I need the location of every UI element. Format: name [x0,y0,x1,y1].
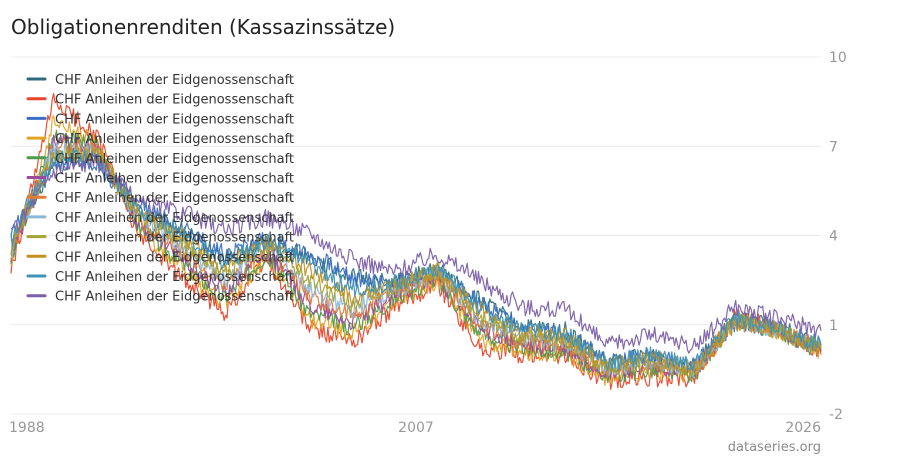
legend-label: CHF Anleihen der Eidgenossenschaft [55,73,294,88]
y-tick-label: -2 [829,407,843,423]
legend-label: CHF Anleihen der Eidgenossenschaft [55,112,294,127]
legend-label: CHF Anleihen der Eidgenossenschaft [55,132,294,147]
legend-label: CHF Anleihen der Eidgenossenschaft [55,270,294,285]
legend-label: CHF Anleihen der Eidgenossenschaft [55,172,294,187]
legend-label: CHF Anleihen der Eidgenossenschaft [55,231,294,246]
legend-label: CHF Anleihen der Eidgenossenschaft [55,152,294,167]
legend-label: CHF Anleihen der Eidgenossenschaft [55,93,294,108]
legend-label: CHF Anleihen der Eidgenossenschaft [55,290,294,305]
legend-label: CHF Anleihen der Eidgenossenschaft [55,191,294,206]
y-tick-label: 7 [829,139,838,155]
y-tick-label: 10 [829,50,847,66]
y-tick-label: 4 [829,229,838,245]
x-tick-label: 1988 [9,420,45,436]
legend-label: CHF Anleihen der Eidgenossenschaft [55,211,294,226]
legend-label: CHF Anleihen der Eidgenossenschaft [55,250,294,265]
watermark-source: dataseries.org [728,440,821,455]
x-tick-label: 2026 [785,420,821,436]
y-tick-label: 1 [829,318,838,334]
x-tick-label: 2007 [398,420,434,436]
